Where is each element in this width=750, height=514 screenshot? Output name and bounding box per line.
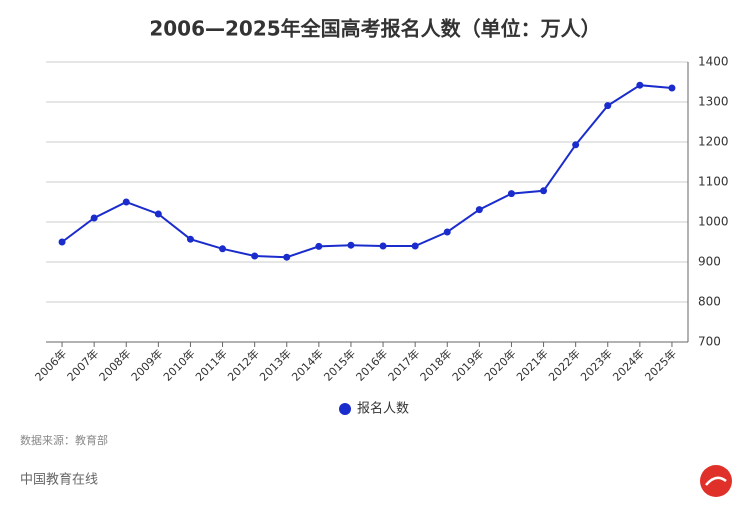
point	[540, 187, 548, 195]
x-tick-label: 2009年	[128, 346, 165, 383]
footer: 中国教育在线	[20, 472, 98, 488]
x-tick-label: 2016年	[353, 346, 390, 383]
point	[283, 253, 291, 261]
x-tick-label: 2008年	[96, 346, 133, 383]
y-tick-label: 800	[698, 295, 721, 309]
logo	[700, 465, 732, 497]
x-tick-label: 2007年	[64, 346, 101, 383]
series-line	[61, 84, 673, 259]
y-tick-label: 900	[698, 255, 721, 269]
y-tick-label: 1200	[698, 135, 729, 149]
x-tick-label: 2013年	[257, 346, 294, 383]
point	[251, 252, 259, 260]
point	[219, 245, 227, 253]
x-tick-label: 2017年	[385, 346, 422, 383]
point	[379, 242, 387, 250]
point	[636, 81, 644, 89]
x-tick-label: 2014年	[289, 346, 326, 383]
point	[411, 242, 419, 250]
point	[90, 214, 98, 222]
x-tick-label: 2025年	[642, 346, 679, 383]
point	[122, 198, 130, 206]
source: 数据来源：教育部	[20, 433, 108, 447]
x-tick-label: 2020年	[481, 346, 518, 383]
point	[58, 238, 66, 246]
y-tick-label: 1400	[698, 55, 729, 69]
y-tick-label: 1000	[698, 215, 729, 229]
point	[668, 84, 676, 92]
x-tick-label: 2024年	[610, 346, 647, 383]
y-tick-label: 700	[698, 335, 721, 349]
y-tick-label: 1100	[698, 175, 729, 189]
point	[475, 206, 483, 214]
x-tick-label: 2022年	[545, 346, 582, 383]
x-tick-label: 2012年	[224, 346, 261, 383]
point	[572, 141, 580, 149]
x-tick-label: 2021年	[513, 346, 550, 383]
point	[507, 190, 515, 198]
logo-mark	[705, 476, 727, 486]
point	[315, 242, 323, 250]
x-tick-label: 2023年	[578, 346, 615, 383]
point	[154, 210, 162, 218]
point	[186, 235, 194, 243]
y-tick-label: 1300	[698, 95, 729, 109]
x-tick-label: 2011年	[192, 346, 229, 383]
x-tick-label: 2019年	[449, 346, 486, 383]
logo-circle	[700, 465, 732, 497]
x-tick-label: 2010年	[160, 346, 197, 383]
point	[604, 102, 612, 110]
chart-title: 2006—2025年全国高考报名人数（单位：万人）	[149, 17, 600, 41]
x-tick-label: 2006年	[32, 346, 69, 383]
x-tick-label: 2018年	[417, 346, 454, 383]
legend-label: 报名人数	[357, 401, 409, 417]
legend-marker	[339, 403, 351, 415]
x-tick-label: 2015年	[321, 346, 358, 383]
point	[347, 241, 355, 249]
point	[443, 228, 451, 236]
